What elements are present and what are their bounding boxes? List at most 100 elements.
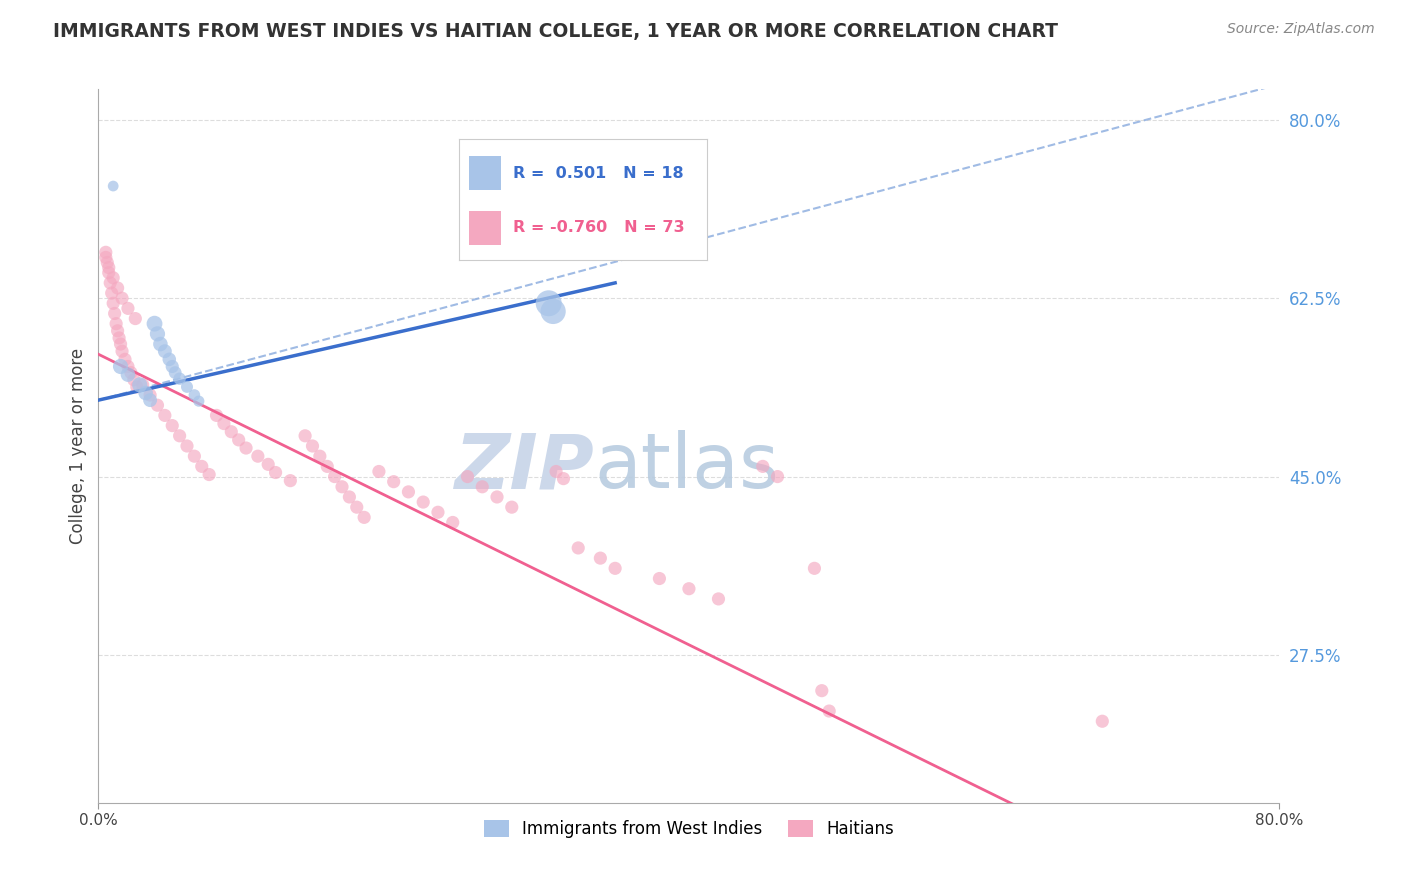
Point [280,474,302,488]
Point [752,459,775,474]
Point [316,459,339,474]
Point [205,409,228,423]
Point [264,466,287,480]
Point [294,429,316,443]
Point [1091,714,1114,729]
Point [212,417,235,431]
Point [589,551,612,566]
Point [107,281,129,295]
Point [398,484,420,499]
Point [541,304,564,318]
Point [330,480,353,494]
Point [114,352,136,367]
Point [107,324,129,338]
Point [146,398,169,412]
Point [162,418,183,433]
Point [353,510,375,524]
Point [94,251,117,265]
Point [567,541,589,555]
Point [707,591,730,606]
Point [803,561,825,575]
Point [546,465,568,479]
Point [301,439,323,453]
Point [135,386,157,401]
Point [110,359,132,374]
Point [143,317,166,331]
Point [111,344,134,359]
Point [139,388,162,402]
Point [457,469,479,483]
Point [139,393,162,408]
Point [412,495,434,509]
Point [427,505,450,519]
Point [648,572,671,586]
Point [183,388,205,402]
Point [117,359,139,374]
Point [103,296,125,310]
Point [146,326,169,341]
Point [257,458,280,472]
Point [441,516,464,530]
Point [149,337,172,351]
Point [94,245,117,260]
Point [108,331,131,345]
Point [122,373,145,387]
Point [605,561,627,575]
Point [96,255,118,269]
Point [221,425,243,439]
Point [128,377,150,392]
Point [111,291,134,305]
Point [169,429,191,443]
Point [766,469,789,483]
Point [165,366,187,380]
Text: ZIP: ZIP [454,431,595,504]
Point [339,490,361,504]
Point [818,704,841,718]
Point [309,449,332,463]
Point [198,467,221,482]
Point [103,179,125,194]
Text: Source: ZipAtlas.com: Source: ZipAtlas.com [1227,22,1375,37]
Point [187,394,209,409]
Text: atlas: atlas [595,431,779,504]
Point [162,359,183,374]
Point [176,380,198,394]
Legend: Immigrants from West Indies, Haitians: Immigrants from West Indies, Haitians [478,813,900,845]
Point [246,449,269,463]
Point [471,480,494,494]
Point [810,683,832,698]
Point [100,286,122,301]
Point [169,372,191,386]
Point [183,449,205,463]
Point [125,380,148,394]
Point [157,352,180,367]
Point [153,344,176,359]
Point [117,368,139,382]
Point [105,317,128,331]
Point [104,306,127,320]
Point [132,377,155,392]
Point [97,266,120,280]
Point [110,337,132,351]
Point [97,260,120,275]
Point [103,270,125,285]
Point [191,459,214,474]
Point [323,469,346,483]
Point [382,475,405,489]
Point [228,433,250,447]
Y-axis label: College, 1 year or more: College, 1 year or more [69,348,87,544]
Point [98,276,121,290]
Point [120,366,142,380]
Point [501,500,523,515]
Point [537,296,560,310]
Point [124,311,146,326]
Point [553,472,575,486]
Point [235,441,257,455]
Point [486,490,509,504]
Text: IMMIGRANTS FROM WEST INDIES VS HAITIAN COLLEGE, 1 YEAR OR MORE CORRELATION CHART: IMMIGRANTS FROM WEST INDIES VS HAITIAN C… [53,22,1059,41]
Point [153,409,176,423]
Point [368,465,391,479]
Point [176,439,198,453]
Point [678,582,700,596]
Point [117,301,139,316]
